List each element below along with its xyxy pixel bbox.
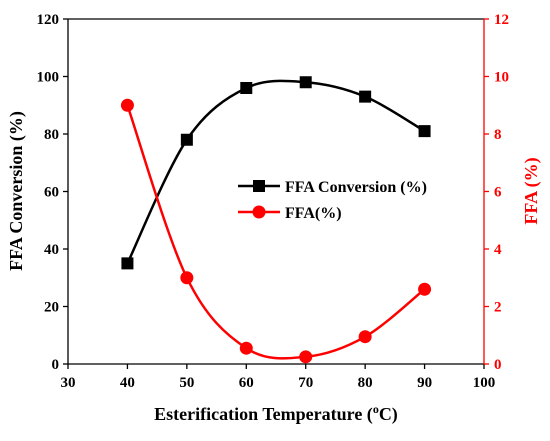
x-tick-label: 30	[61, 375, 76, 391]
series-0-point	[180, 133, 193, 146]
series-1-point	[120, 98, 134, 112]
x-tick-label: 90	[417, 375, 432, 391]
y-left-tick-label: 80	[44, 127, 59, 143]
y-right-tick-label: 8	[494, 127, 502, 143]
x-tick-label: 100	[473, 375, 496, 391]
y-left-tick-label: 100	[37, 70, 60, 86]
y-right-tick-label: 6	[494, 185, 502, 201]
y-right-tick-label: 0	[494, 357, 502, 373]
x-tick-label: 40	[120, 375, 135, 391]
y-left-tick-label: 40	[44, 242, 59, 258]
y-right-tick-label: 12	[494, 12, 509, 28]
series-1-point	[180, 271, 194, 285]
y-right-tick-label: 2	[494, 300, 502, 316]
series-line-0	[126, 79, 426, 264]
axes: 30 40 50 60 70 80 90 100 0 20 40 60 80 100 120 0 2 4 6 8 10 1…	[37, 12, 510, 391]
x-axis-title: Esterification Temperature (oC)	[154, 402, 398, 425]
series-0-point	[240, 82, 253, 94]
series-line-1	[126, 104, 426, 360]
legend-marker-conversion	[253, 180, 265, 192]
legend: FFA Conversion (%) FFA(%)	[238, 179, 427, 222]
y-right-tick-label: 4	[494, 242, 502, 258]
series-0-point	[121, 257, 134, 270]
y-axis-right-title: FFA (%)	[521, 157, 542, 224]
x-tick-label: 80	[358, 375, 373, 391]
series-0-point	[299, 76, 312, 89]
legend-marker-ffa	[252, 205, 266, 219]
series-1-point	[239, 341, 253, 355]
y-axis-left-title: FFA Conversion (%)	[6, 111, 27, 271]
series-layer	[120, 76, 432, 364]
y-right-tick-label: 10	[494, 70, 509, 86]
x-tick-label: 50	[179, 375, 194, 391]
y-left-tick-label: 20	[44, 300, 59, 316]
series-0-point	[359, 90, 372, 103]
series-1-point	[418, 282, 432, 296]
x-tick-label: 70	[298, 375, 313, 391]
legend-label-ffa: FFA(%)	[285, 205, 342, 222]
y-left-tick-label: 60	[44, 185, 59, 201]
y-left-tick-label: 120	[37, 12, 60, 28]
series-1-point	[299, 350, 313, 364]
y-left-tick-label: 0	[52, 357, 60, 373]
series-0-point	[418, 125, 431, 138]
x-tick-label: 60	[239, 375, 254, 391]
legend-label-conversion: FFA Conversion (%)	[285, 179, 427, 196]
series-1-point	[358, 330, 372, 344]
